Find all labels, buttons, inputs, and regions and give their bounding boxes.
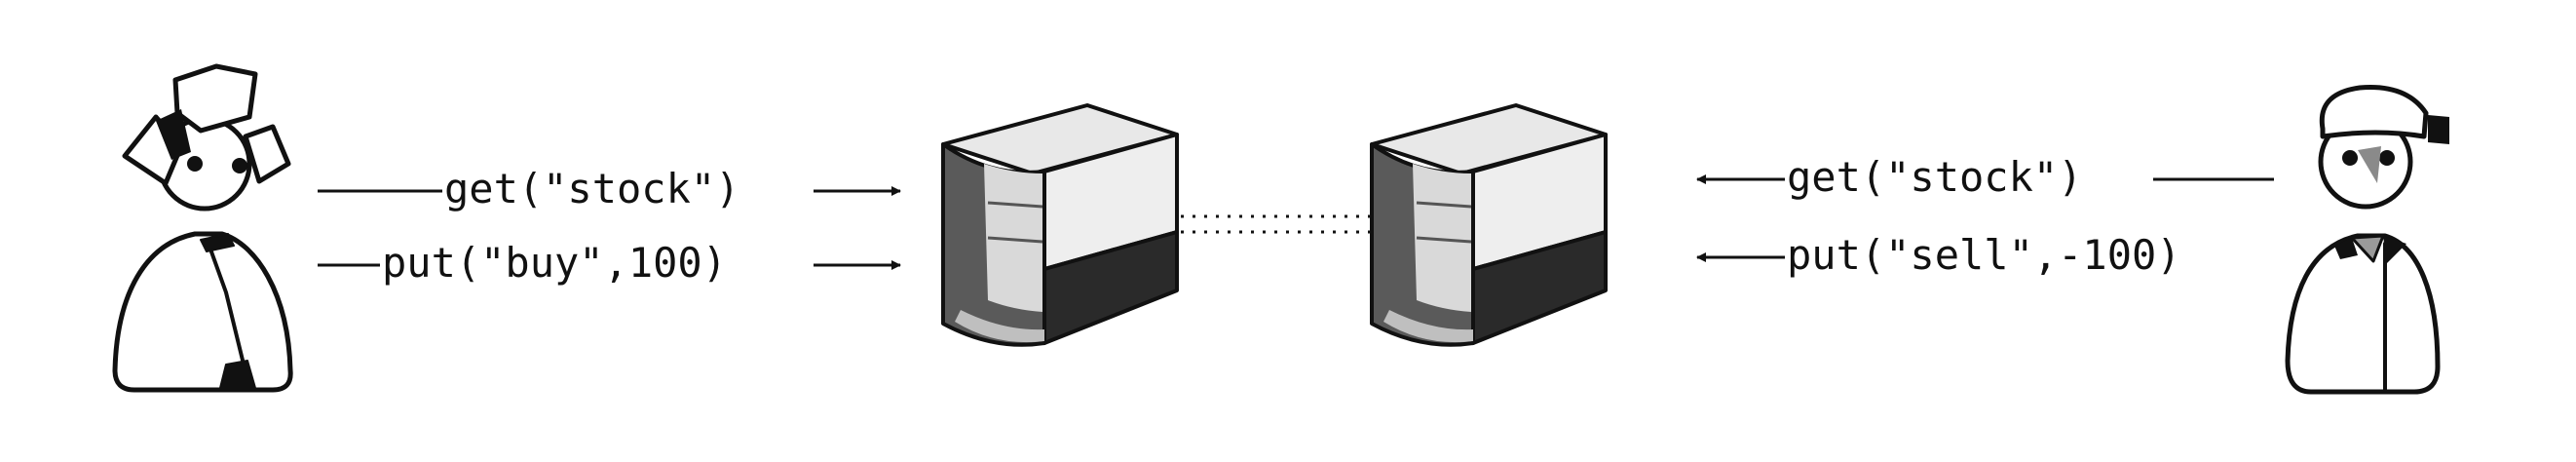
right-person-icon — [2285, 85, 2449, 395]
right-call-get: get("stock") — [1696, 153, 2274, 201]
left-call-put-label: put("buy",100) — [382, 239, 727, 287]
right-server-icon — [1370, 103, 1608, 347]
left-person-icon — [112, 63, 293, 393]
left-server-icon — [941, 103, 1179, 347]
right-call-get-label: get("stock") — [1787, 153, 2082, 201]
right-call-put-label: put("sell",-100) — [1787, 231, 2181, 279]
right-call-put: put("sell",-100) — [1696, 231, 2181, 279]
left-call-get-label: get("stock") — [444, 165, 739, 212]
left-call-put: put("buy",100) — [318, 239, 901, 287]
replication-link — [1181, 214, 1370, 234]
left-call-get: get("stock") — [318, 165, 901, 212]
